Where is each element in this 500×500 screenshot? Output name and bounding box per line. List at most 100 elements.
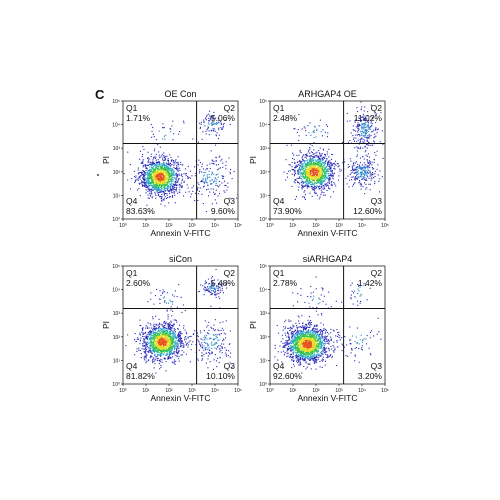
data-point xyxy=(306,172,308,174)
data-point xyxy=(363,139,365,141)
data-point xyxy=(187,176,189,178)
data-point xyxy=(357,139,359,141)
data-point xyxy=(360,172,362,174)
data-point xyxy=(175,174,177,176)
data-point xyxy=(161,342,163,344)
data-point xyxy=(369,183,371,185)
data-point xyxy=(350,170,352,172)
data-point xyxy=(364,168,366,170)
data-point xyxy=(164,335,166,337)
data-point xyxy=(224,184,226,186)
data-point xyxy=(211,116,213,118)
data-point xyxy=(306,185,308,187)
data-point xyxy=(201,358,203,360)
data-point xyxy=(151,341,153,343)
data-point xyxy=(205,130,207,132)
data-point xyxy=(171,191,173,193)
data-point xyxy=(373,177,375,179)
data-point xyxy=(307,164,309,166)
data-point xyxy=(318,166,320,168)
data-point xyxy=(295,179,297,181)
data-point xyxy=(321,191,323,193)
data-point xyxy=(218,282,220,284)
data-point xyxy=(180,337,182,339)
data-point xyxy=(323,192,325,194)
data-point xyxy=(307,326,309,328)
data-point xyxy=(145,172,147,174)
data-point xyxy=(310,164,312,166)
data-point xyxy=(164,169,166,171)
data-point xyxy=(310,185,312,187)
data-point xyxy=(289,170,291,172)
data-point xyxy=(297,170,299,172)
data-point xyxy=(306,173,308,175)
data-point xyxy=(170,165,172,167)
data-point xyxy=(153,186,155,188)
data-point xyxy=(366,160,368,162)
data-point xyxy=(214,334,216,336)
data-point xyxy=(137,337,139,339)
data-point xyxy=(158,335,160,337)
data-point xyxy=(166,309,168,311)
data-point xyxy=(155,197,157,199)
data-point xyxy=(185,338,187,340)
data-point xyxy=(163,291,165,293)
data-point xyxy=(227,282,229,284)
data-point xyxy=(150,190,152,192)
data-point xyxy=(142,181,144,183)
data-point xyxy=(166,345,168,347)
data-point xyxy=(167,353,169,355)
data-point xyxy=(173,362,175,364)
data-point xyxy=(173,346,175,348)
data-point xyxy=(309,178,311,180)
data-point xyxy=(302,185,304,187)
data-point xyxy=(306,155,308,157)
data-point xyxy=(368,128,370,130)
data-point xyxy=(140,357,142,359)
data-point xyxy=(204,280,206,282)
data-point xyxy=(172,344,174,346)
data-point xyxy=(314,163,316,165)
data-point xyxy=(318,167,320,169)
data-point xyxy=(213,123,215,125)
data-point xyxy=(216,123,218,125)
data-point xyxy=(328,162,330,164)
data-point xyxy=(331,163,333,165)
data-point xyxy=(175,319,177,321)
data-point xyxy=(327,160,329,162)
data-point xyxy=(172,300,174,302)
data-point xyxy=(156,332,158,334)
data-point xyxy=(159,195,161,197)
data-point xyxy=(139,340,141,342)
data-point xyxy=(210,150,212,152)
data-point xyxy=(157,334,159,336)
data-point xyxy=(141,185,143,187)
data-point xyxy=(184,329,186,331)
data-point xyxy=(171,341,173,343)
data-point xyxy=(225,185,227,187)
data-point xyxy=(313,178,315,180)
data-point xyxy=(172,175,174,177)
data-point xyxy=(157,183,159,185)
data-point xyxy=(218,118,220,120)
data-point xyxy=(325,160,327,162)
data-point xyxy=(314,169,316,171)
data-point xyxy=(319,183,321,185)
data-point xyxy=(172,294,174,296)
data-point xyxy=(168,341,170,343)
data-point xyxy=(218,120,220,122)
data-point xyxy=(161,181,163,183)
data-point xyxy=(149,337,151,339)
data-point xyxy=(148,190,150,192)
data-point xyxy=(169,347,171,349)
data-point xyxy=(180,345,182,347)
data-point xyxy=(170,324,172,326)
data-point xyxy=(144,359,146,361)
data-point xyxy=(210,183,212,185)
data-point xyxy=(155,187,157,189)
data-point xyxy=(183,351,185,353)
data-point xyxy=(213,339,215,341)
data-point xyxy=(157,176,159,178)
data-point xyxy=(165,344,167,346)
data-point xyxy=(170,189,172,191)
